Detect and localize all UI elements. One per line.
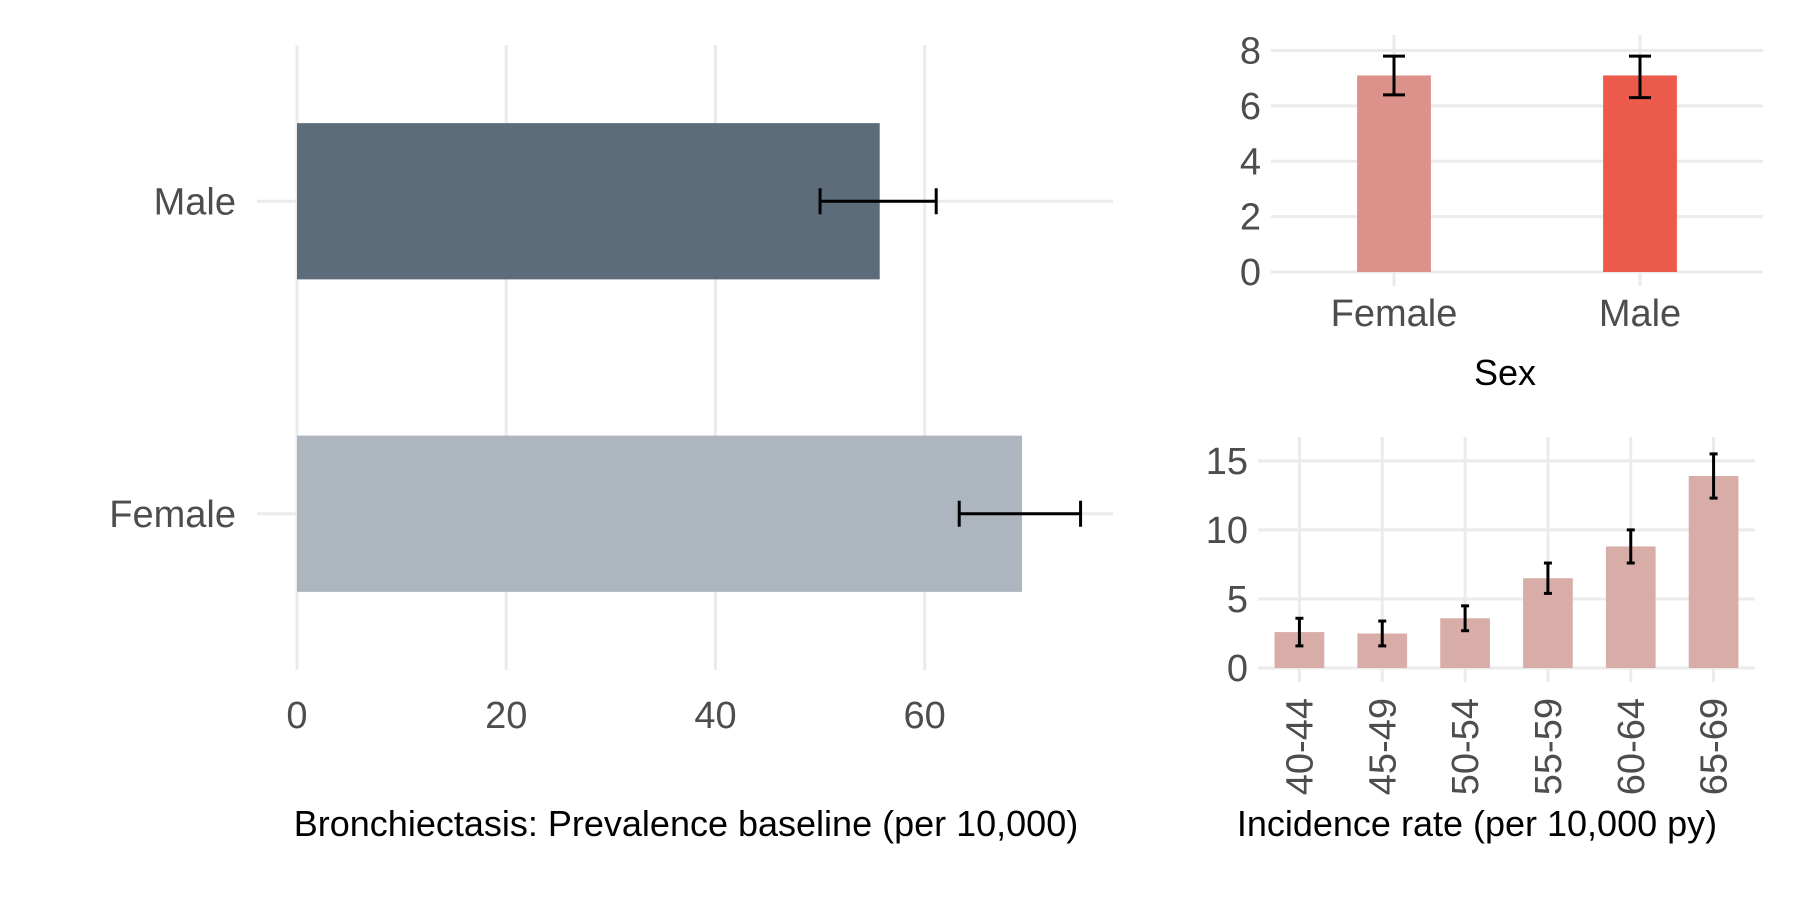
incidence-by-age-panel: 0 5 10 15 40-44 45-49 50-54 55-59 60-64 65-69 (1206, 437, 1755, 795)
y-tick-label: 0 (1240, 252, 1261, 294)
bar (297, 435, 1022, 592)
x-tick-label: 45-49 (1362, 698, 1404, 795)
y-tick-label: 0 (1227, 648, 1248, 690)
y-tick-label: 6 (1240, 86, 1261, 128)
x-tick-label: 0 (286, 695, 307, 737)
age-x-axis-label: Incidence rate (per 10,000 py) (1237, 803, 1717, 844)
x-tick-label: 60 (904, 695, 946, 737)
y-tick-label: 10 (1206, 510, 1248, 552)
y-tick-label: 8 (1240, 31, 1261, 73)
y-tick-label: 4 (1240, 141, 1261, 183)
y-tick-label: 5 (1227, 579, 1248, 621)
y-tick-label: Male (154, 181, 236, 223)
prevalence-x-axis-label: Bronchiectasis: Prevalence baseline (per… (294, 803, 1078, 844)
x-tick-label: 40-44 (1279, 698, 1321, 795)
bar (1688, 476, 1739, 668)
x-tick-label: Male (1599, 293, 1681, 335)
y-tick-label: 15 (1206, 441, 1248, 483)
y-tick-label: 2 (1240, 197, 1261, 239)
x-tick-label: 60-64 (1611, 698, 1653, 795)
x-tick-label: Female (1331, 293, 1458, 335)
y-tick-label: Female (109, 494, 236, 536)
bar (297, 123, 880, 280)
sex-x-axis-label: Sex (1474, 352, 1536, 393)
incidence-by-sex-panel: 0 2 4 6 8 Female Male (1240, 31, 1763, 335)
prevalence-panel: 0 20 40 60 Male Female (109, 45, 1113, 737)
x-tick-label: 40 (694, 695, 736, 737)
x-tick-label: 65-69 (1694, 698, 1736, 795)
x-tick-label: 55-59 (1528, 698, 1570, 795)
x-tick-label: 50-54 (1445, 698, 1487, 795)
bar (1357, 75, 1431, 272)
bar (1605, 546, 1656, 668)
x-tick-label: 20 (485, 695, 527, 737)
bar (1603, 75, 1677, 272)
